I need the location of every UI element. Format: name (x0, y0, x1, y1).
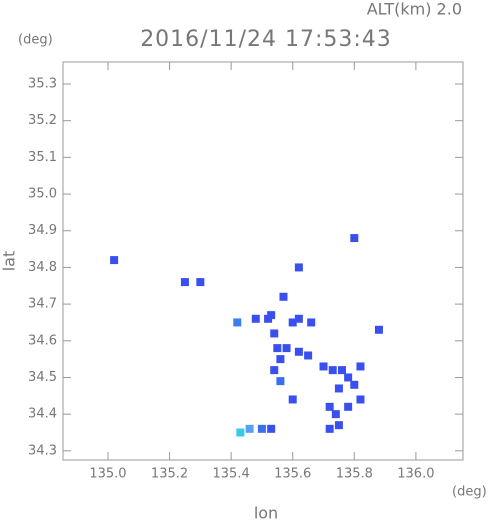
y-tick-label: 35.2 (28, 113, 57, 128)
echo-point (270, 366, 279, 375)
echo-point (276, 377, 285, 386)
echo-point (267, 424, 276, 433)
echo-point (344, 402, 353, 411)
echo-point (270, 329, 279, 338)
echo-point (328, 366, 337, 375)
y-tick-label: 35.3 (28, 77, 57, 92)
echo-point (356, 395, 365, 404)
echo-point (294, 263, 303, 272)
x-tick-label: 135.4 (213, 467, 250, 482)
echo-point (337, 366, 346, 375)
echo-point (245, 424, 254, 433)
x-unit: (deg) (452, 485, 487, 500)
plot-frame (62, 61, 464, 461)
echo-point (374, 325, 383, 334)
chart-title: 2016/11/24 17:53:43 (140, 27, 392, 52)
echo-point (273, 344, 282, 353)
echo-point (180, 278, 189, 287)
echo-point (267, 311, 276, 320)
echo-point (294, 314, 303, 323)
echo-point (233, 318, 242, 327)
echo-point (282, 344, 291, 353)
echo-point (344, 373, 353, 382)
y-tick-label: 34.7 (28, 297, 57, 312)
x-axis-label: lon (254, 504, 278, 521)
echo-point (334, 421, 343, 430)
x-tick-label: 135.6 (274, 467, 311, 482)
y-tick-label: 35.1 (28, 150, 57, 165)
y-tick-label: 34.9 (28, 223, 57, 238)
y-unit: (deg) (18, 33, 53, 48)
y-axis-label: lat (0, 251, 19, 272)
y-tick-label: 35.0 (28, 187, 57, 202)
echo-point (334, 384, 343, 393)
echo-point (325, 402, 334, 411)
echo-point (294, 347, 303, 356)
chart-subtitle: ALT(km) 2.0 (367, 0, 462, 19)
x-tick-label: 135.0 (89, 467, 126, 482)
echo-point (307, 318, 316, 327)
echo-point (319, 362, 328, 371)
x-tick-label: 136.0 (397, 467, 434, 482)
echo-point (288, 395, 297, 404)
echo-point (350, 380, 359, 389)
x-tick-label: 135.2 (151, 467, 188, 482)
echo-point (236, 428, 245, 437)
y-tick-label: 34.5 (28, 370, 57, 385)
y-tick-label: 34.8 (28, 260, 57, 275)
echo-point (257, 424, 266, 433)
echo-point (276, 355, 285, 364)
x-tick-label: 135.8 (336, 467, 373, 482)
echo-point (251, 314, 260, 323)
y-tick-label: 34.4 (28, 407, 57, 422)
echo-point (356, 362, 365, 371)
y-tick-label: 34.3 (28, 443, 57, 458)
echo-point (331, 410, 340, 419)
echo-point (110, 256, 119, 265)
echo-point (350, 234, 359, 243)
echo-point (279, 292, 288, 301)
y-tick-label: 34.6 (28, 333, 57, 348)
echo-point (304, 351, 313, 360)
echo-point (325, 424, 334, 433)
echo-point (196, 278, 205, 287)
echo-point (288, 318, 297, 327)
